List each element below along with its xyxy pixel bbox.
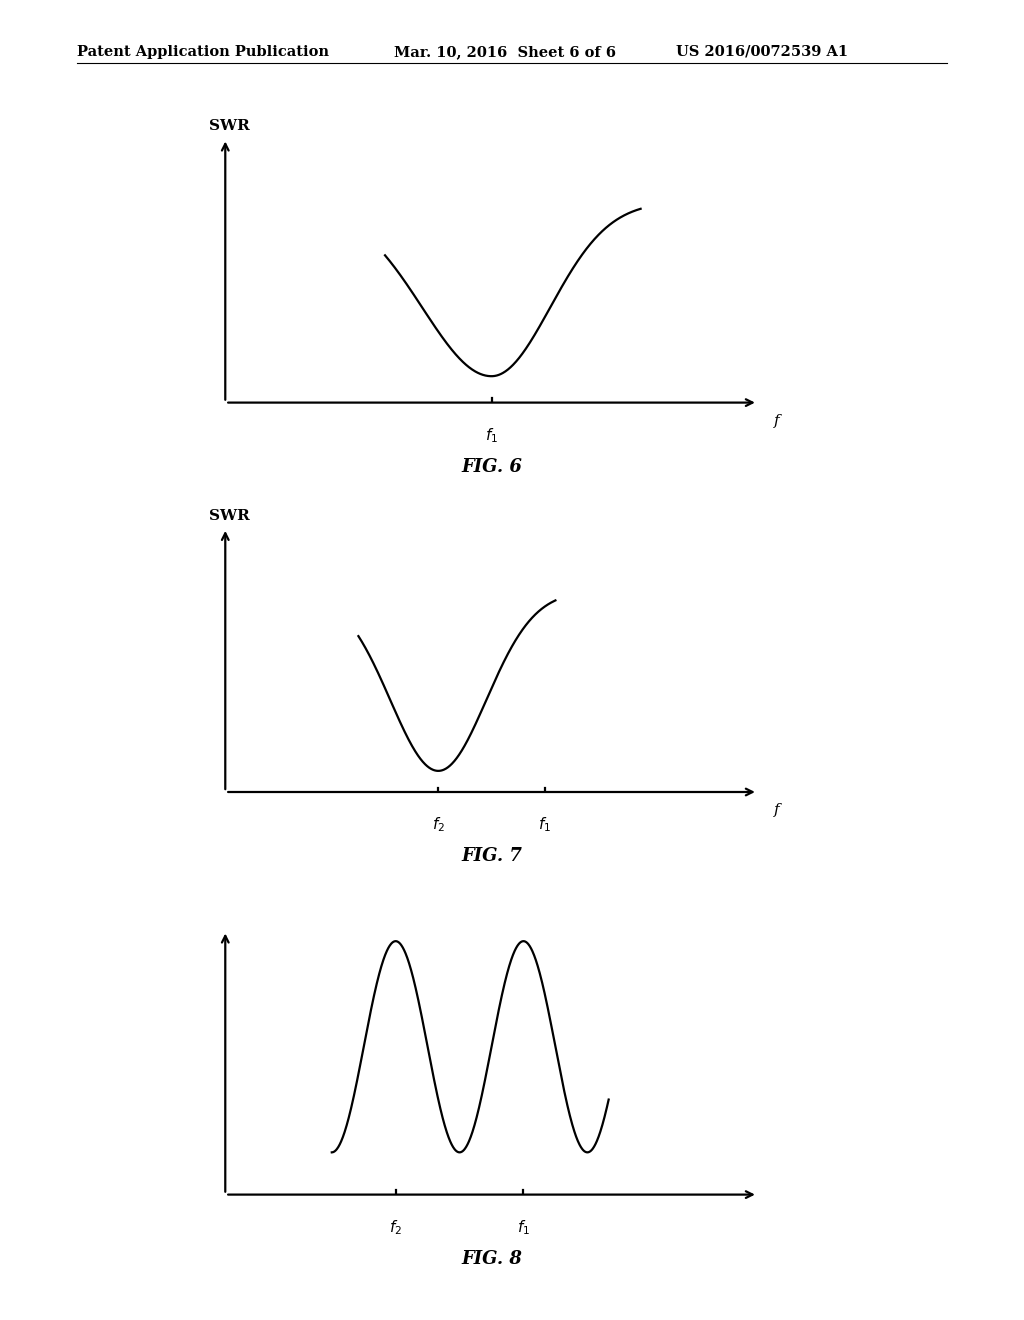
Text: US 2016/0072539 A1: US 2016/0072539 A1 xyxy=(676,45,848,59)
Text: SWR: SWR xyxy=(209,508,250,523)
Text: FIG. 8: FIG. 8 xyxy=(461,1250,522,1269)
Text: SWR: SWR xyxy=(209,119,250,133)
Text: $f_1$: $f_1$ xyxy=(517,1218,530,1237)
Text: Mar. 10, 2016  Sheet 6 of 6: Mar. 10, 2016 Sheet 6 of 6 xyxy=(394,45,616,59)
Text: FIG. 7: FIG. 7 xyxy=(461,847,522,866)
Text: $f_2$: $f_2$ xyxy=(432,816,444,834)
Text: f: f xyxy=(773,804,779,817)
Text: f: f xyxy=(773,414,779,428)
Text: $f_1$: $f_1$ xyxy=(539,816,551,834)
Text: $f_1$: $f_1$ xyxy=(485,426,498,445)
Text: Patent Application Publication: Patent Application Publication xyxy=(77,45,329,59)
Text: $f_2$: $f_2$ xyxy=(389,1218,402,1237)
Text: FIG. 6: FIG. 6 xyxy=(461,458,522,477)
